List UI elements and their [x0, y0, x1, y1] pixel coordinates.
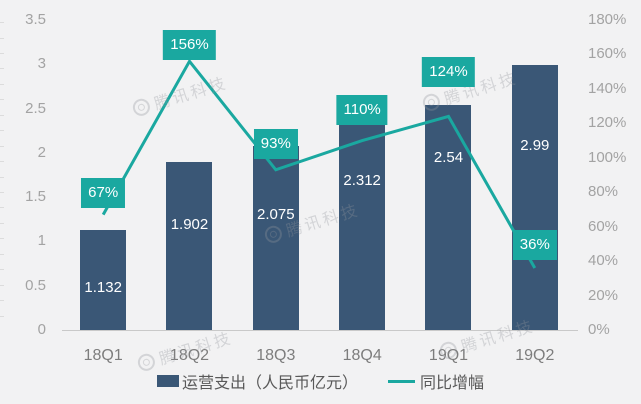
- growth-data-label: 156%: [163, 30, 216, 61]
- bar-value-label: 2.312: [343, 172, 381, 190]
- left-axis-tick-label: 1: [37, 232, 46, 250]
- left-edge-minor-tick: [0, 238, 4, 240]
- tencent-tech-watermark: 腾讯科技: [130, 69, 231, 121]
- legend-line-label: 同比增幅: [420, 375, 485, 392]
- growth-data-label: 110%: [336, 94, 388, 125]
- bar-value-label: 2.99: [520, 137, 550, 155]
- bar-value-label: 2.54: [433, 149, 464, 167]
- left-edge-minor-tick: [0, 68, 4, 70]
- left-axis-tick-label: 0: [37, 321, 46, 338]
- left-edge-minor-tick: [0, 130, 4, 132]
- left-edge-minor-tick: [0, 22, 4, 23]
- camera-logo-icon: [420, 91, 442, 113]
- left-edge-minor-tick: [0, 52, 4, 54]
- right-axis-tick-label: 60%: [588, 217, 619, 235]
- right-axis-tick-label: 120%: [588, 114, 627, 132]
- growth-data-label: 93%: [253, 128, 298, 159]
- left-axis-tick-label: 2: [37, 143, 46, 161]
- right-axis-tick-label: 160%: [588, 45, 627, 63]
- legend-bar-label: 运营支出（人民币亿元）: [181, 375, 358, 392]
- legend: 运营支出（人民币亿元） 同比增幅: [0, 369, 641, 393]
- legend-bar-swatch-icon: [156, 375, 179, 387]
- growth-data-label: 36%: [512, 230, 557, 260]
- x-axis-line: [62, 330, 578, 331]
- growth-data-label: 67%: [81, 177, 126, 208]
- bar-value-label: 1.902: [170, 215, 209, 233]
- legend-line-swatch-icon: [388, 379, 415, 383]
- camera-logo-icon: [437, 339, 459, 361]
- left-edge-minor-tick: [0, 99, 4, 101]
- left-edge-minor-tick: [0, 222, 4, 224]
- left-edge-minor-tick: [0, 300, 4, 302]
- bar: [339, 125, 386, 330]
- camera-logo-icon: [130, 96, 152, 118]
- left-edge-minor-tick: [0, 253, 4, 255]
- left-edge-minor-tick: [0, 207, 4, 209]
- left-edge-minor-tick: [0, 284, 4, 286]
- left-axis-tick-label: 3: [37, 55, 46, 73]
- right-axis-tick-label: 40%: [588, 252, 619, 270]
- left-edge-minor-tick: [0, 269, 4, 271]
- left-edge-minor-tick: [0, 83, 4, 85]
- right-axis-tick-label: 140%: [588, 79, 627, 97]
- bar: [511, 65, 558, 330]
- bar: [425, 105, 472, 330]
- right-axis-tick-label: 100%: [588, 148, 627, 166]
- right-axis-tick-label: 80%: [588, 183, 619, 201]
- right-axis-tick-label: 20%: [588, 286, 619, 304]
- left-axis-tick-label: 1.5: [25, 188, 46, 206]
- watermark-text: 腾讯科技: [152, 74, 231, 114]
- left-edge-minor-tick: [0, 145, 4, 147]
- right-axis-tick-label: 180%: [588, 11, 627, 28]
- left-edge-minor-tick: [0, 315, 4, 317]
- left-edge-minor-tick: [0, 37, 4, 39]
- x-axis-category-label: 18Q4: [342, 347, 382, 364]
- left-edge-minor-tick: [0, 114, 4, 116]
- left-axis-tick-label: 3.5: [25, 11, 46, 28]
- camera-logo-icon: [262, 223, 284, 245]
- x-axis-category-label: 19Q2: [515, 347, 555, 364]
- left-edge-minor-tick: [0, 176, 4, 178]
- growth-data-label: 124%: [422, 57, 475, 88]
- bar-value-label: 1.132: [84, 278, 122, 296]
- right-axis-tick-label: 0%: [588, 321, 610, 338]
- x-axis-category-label: 18Q1: [83, 347, 123, 364]
- left-edge-minor-tick: [0, 161, 4, 162]
- left-edge-minor-tick: [0, 191, 4, 193]
- left-axis-tick-label: 0.5: [25, 276, 46, 294]
- left-axis-tick-label: 2.5: [25, 99, 46, 117]
- x-axis-category-label: 18Q3: [256, 347, 296, 364]
- bar: [166, 161, 213, 330]
- x-axis-category-label: 18Q2: [169, 347, 210, 364]
